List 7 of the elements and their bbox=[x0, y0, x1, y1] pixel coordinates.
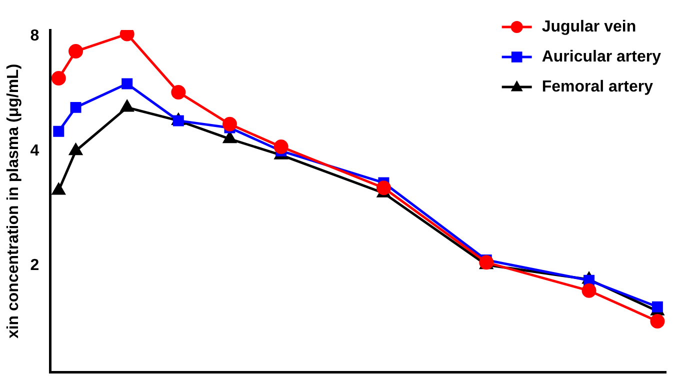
y-axis-title: xin concentration in plasma (μg/mL) bbox=[5, 64, 22, 339]
legend-label: Jugular vein bbox=[542, 18, 636, 36]
y-tick-label: 8 bbox=[30, 28, 40, 45]
legend-label: Femoral artery bbox=[542, 78, 654, 96]
y-tick-label: 4 bbox=[30, 142, 40, 160]
legend-label: Auricular artery bbox=[542, 48, 662, 66]
y-tick-label: 2 bbox=[30, 257, 40, 274]
